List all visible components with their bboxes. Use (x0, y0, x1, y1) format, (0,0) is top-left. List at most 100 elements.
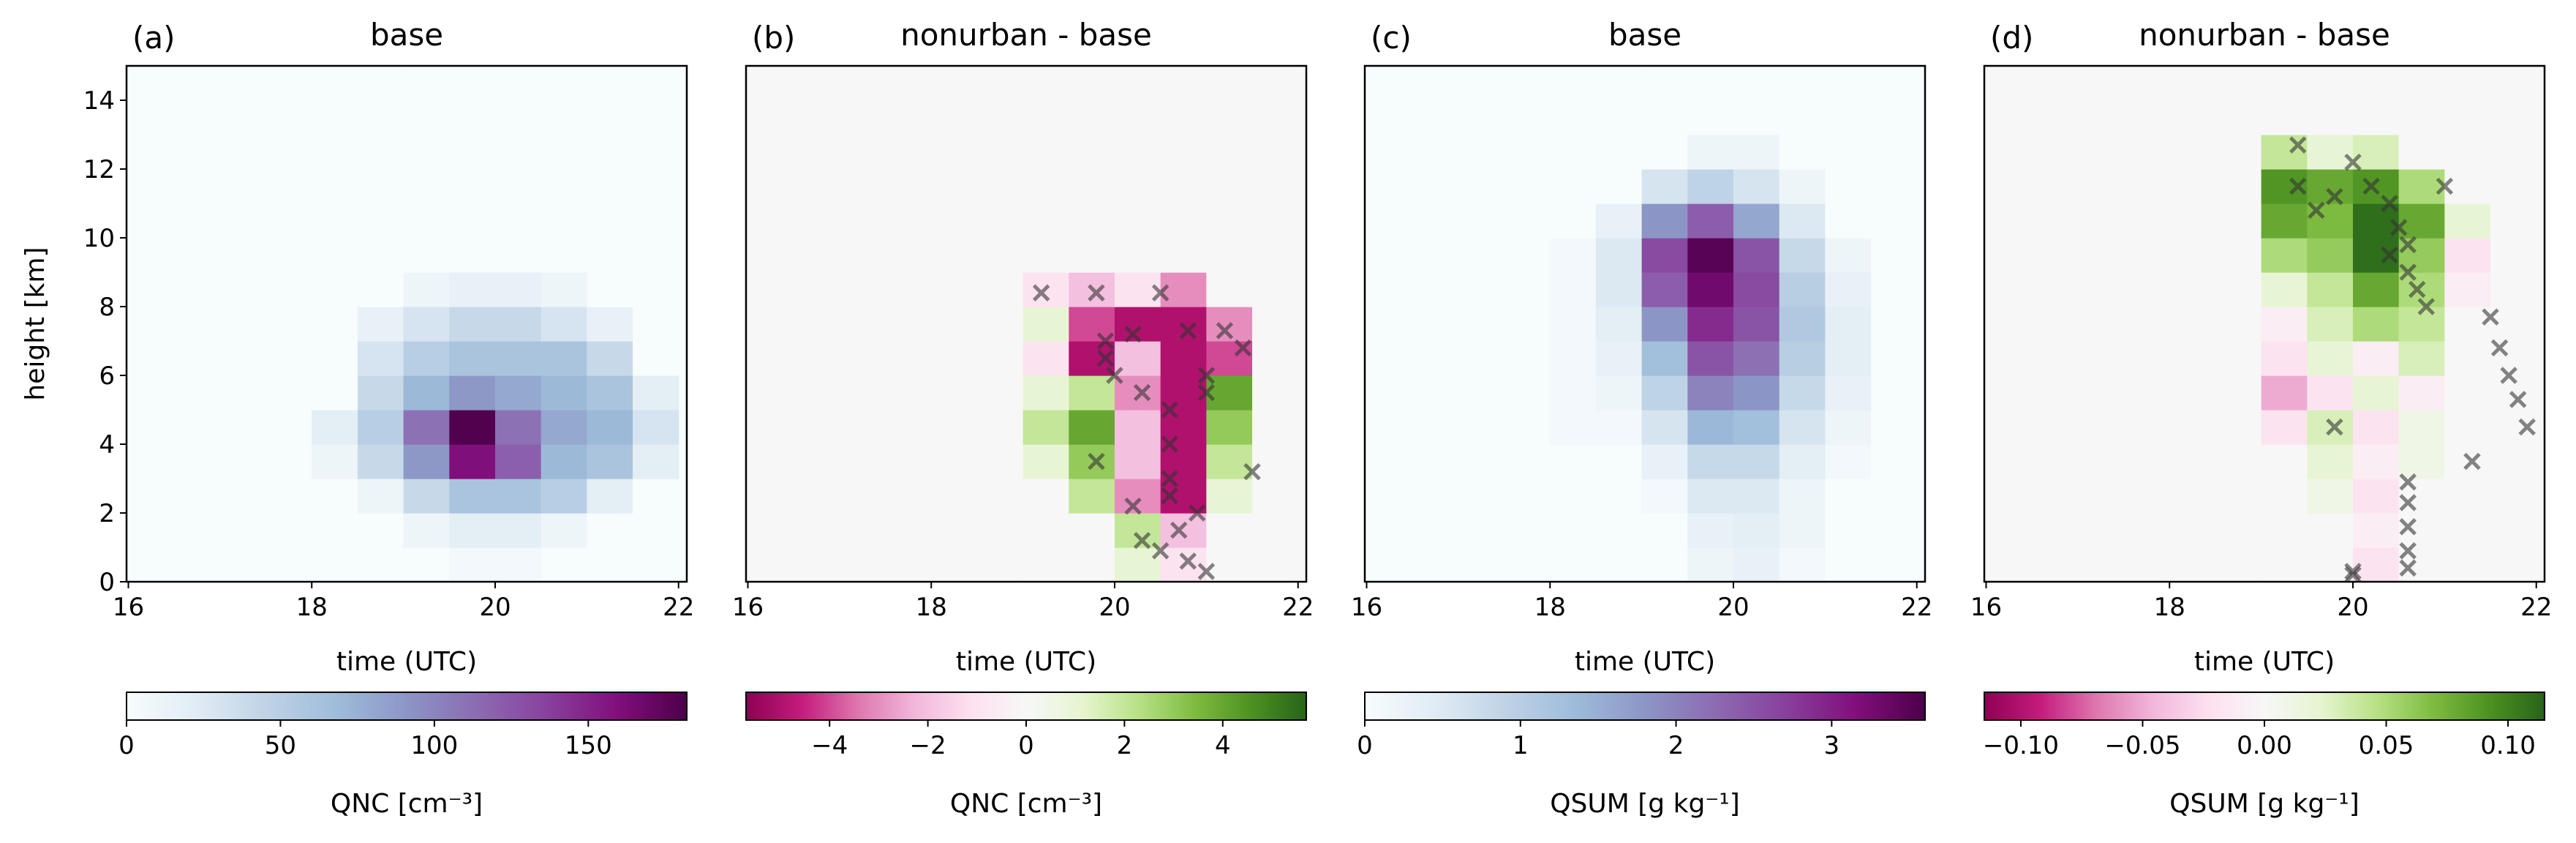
heatmap-cell (1871, 513, 1918, 548)
heatmap-cell (1412, 169, 1459, 204)
heatmap-cell (494, 307, 542, 342)
heatmap-cell (2490, 100, 2537, 135)
heatmap-cell (1069, 547, 1115, 582)
heatmap-cell (1458, 307, 1505, 342)
heatmap-cell (541, 444, 587, 479)
heatmap-cell (2169, 203, 2216, 239)
heatmap-cell (1687, 341, 1734, 376)
heatmap-cell (2444, 375, 2491, 411)
heatmap-cell (1871, 238, 1918, 273)
heatmap-cell (2123, 203, 2170, 239)
heatmap-cell (2215, 444, 2262, 479)
heatmap-cell (794, 203, 840, 239)
heatmap-cell (2123, 307, 2170, 342)
colorbar-tick-label: 0 (118, 731, 135, 760)
heatmap-cell (2352, 479, 2400, 514)
heatmap-cell (2490, 444, 2537, 479)
heatmap-cell (403, 307, 450, 342)
heatmap-cell (312, 375, 358, 411)
heatmap-cell (2077, 169, 2125, 204)
heatmap-cell (1160, 203, 1207, 239)
heatmap-cell (1641, 341, 1688, 376)
heatmap-cell (1779, 341, 1826, 376)
heatmap-cell (2077, 238, 2125, 273)
heatmap-cell (403, 135, 450, 170)
heatmap-cell (1504, 375, 1551, 411)
heatmap-cell (494, 444, 542, 479)
significance-marker (2326, 187, 2343, 206)
heatmap-cell (265, 410, 312, 445)
heatmap-cell (219, 410, 267, 445)
y-tick-label: 14 (83, 86, 115, 116)
heatmap-cell (1641, 375, 1688, 411)
heatmap-cell (1641, 410, 1688, 445)
heatmap-cell (839, 203, 886, 239)
heatmap-cell (357, 375, 404, 411)
heatmap-cell (1366, 547, 1413, 582)
heatmap-cell (1412, 66, 1459, 101)
heatmap-cell (174, 66, 221, 101)
heatmap-cell (1069, 203, 1115, 239)
heatmap-cell (1252, 513, 1299, 548)
heatmap-cell (747, 410, 794, 445)
colorbar-tick-label: 0.10 (2480, 731, 2536, 760)
heatmap-cell (2077, 341, 2125, 376)
heatmap-cell (1779, 135, 1826, 170)
heatmap-cell (976, 135, 1024, 170)
heatmap-cell (794, 66, 840, 101)
heatmap-cell (1779, 375, 1826, 411)
heatmap-cell (1366, 513, 1413, 548)
heatmap-cell (931, 547, 978, 582)
heatmap-cell (2032, 547, 2079, 582)
heatmap-cell (976, 444, 1024, 479)
heatmap-cell (1504, 410, 1551, 445)
heatmap-cell (1458, 410, 1505, 445)
heatmap-cell (449, 547, 496, 582)
heatmap-cell (1252, 66, 1299, 101)
heatmap-cell (2169, 375, 2216, 411)
heatmap-cell (839, 410, 886, 445)
heatmap-cell (494, 272, 542, 307)
colorbar (1364, 692, 1926, 721)
significance-marker (2399, 263, 2417, 281)
heatmap-cell (1550, 169, 1597, 204)
heatmap-cell (2169, 444, 2216, 479)
heatmap-cell (128, 100, 175, 135)
heatmap-cell (1366, 135, 1413, 170)
heatmap-cell (494, 375, 542, 411)
heatmap-cell (1595, 307, 1643, 342)
heatmap-cell (2169, 169, 2216, 204)
heatmap-cell (2261, 272, 2308, 307)
heatmap-cell (1504, 547, 1551, 582)
heatmap-cell (1687, 479, 1734, 514)
heatmap-cell (1252, 410, 1299, 445)
heatmap-cell (1504, 66, 1551, 101)
heatmap-cell (2077, 410, 2125, 445)
colorbar-label: QSUM [g kg⁻¹] (2169, 789, 2360, 819)
heatmap-cell (1733, 375, 1780, 411)
heatmap-cell (2307, 100, 2354, 135)
heatmap-cell (976, 341, 1024, 376)
heatmap-cell (1595, 341, 1643, 376)
heatmap-cell (1412, 100, 1459, 135)
heatmap-cell (128, 238, 175, 273)
heatmap-cell (219, 479, 267, 514)
heatmap-cell (1595, 272, 1643, 307)
heatmap-cell (1687, 513, 1734, 548)
significance-marker (1234, 339, 1252, 357)
heatmap-cell (885, 135, 932, 170)
heatmap-cell (2398, 444, 2445, 479)
heatmap-cell (357, 479, 404, 514)
heatmap-cell (1825, 444, 1872, 479)
heatmap-cell (839, 375, 886, 411)
heatmap-cell (794, 410, 840, 445)
heatmap-cell (1641, 169, 1688, 204)
heatmap-cell (2215, 547, 2262, 582)
heatmap-cell (2352, 341, 2400, 376)
heatmap-cell (747, 375, 794, 411)
heatmap-cell (2077, 307, 2125, 342)
heatmap-cell (1986, 307, 2033, 342)
heatmap-cell (1641, 513, 1688, 548)
heatmap-cell (1687, 444, 1734, 479)
significance-marker (1106, 367, 1123, 384)
